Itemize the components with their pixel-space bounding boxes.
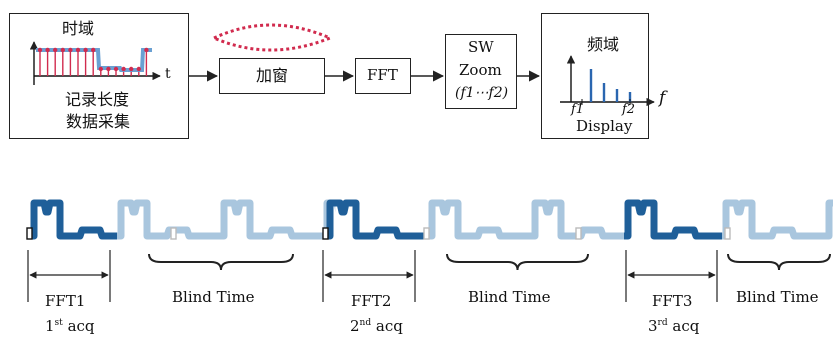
f1-label: f1 — [571, 102, 585, 117]
time-sample-dot — [45, 47, 50, 53]
fft-box — [355, 58, 411, 94]
time-sample-dot — [106, 66, 111, 72]
trigger-marker — [423, 227, 430, 240]
time-sample-dot — [113, 66, 119, 72]
waveform-trace — [326, 199, 426, 240]
acq-2-word: acq — [375, 317, 403, 335]
time-sample-dot — [68, 47, 73, 53]
time-sample-dot — [98, 66, 104, 72]
time-sample-dot — [83, 47, 88, 53]
time-sample-dot — [144, 47, 149, 53]
waveform-segment — [428, 199, 626, 240]
fft-box-label: FFT — [367, 66, 398, 84]
acq-3-number: 3 — [648, 317, 658, 335]
time-sample-dot — [136, 66, 141, 72]
acq-1-ordinal: st — [54, 318, 63, 328]
f2-label: f2 — [622, 102, 636, 117]
fft3-label: FFT3 — [652, 292, 693, 310]
time-sample-dot — [129, 66, 134, 72]
time-domain-caption-line1: 记录长度 — [65, 90, 130, 109]
window-box — [219, 58, 325, 94]
freq-axis-label: f — [659, 88, 666, 108]
waveform-trace — [117, 199, 336, 240]
freq-domain-box — [541, 13, 649, 139]
acq-1-word: acq — [67, 317, 95, 335]
trigger-marker — [26, 227, 33, 240]
waveform-trace — [30, 199, 120, 240]
waveform-trace — [428, 199, 626, 240]
time-sample-dot — [121, 66, 126, 72]
acq-label-1: 1st acq — [45, 319, 95, 334]
waveform-segment — [722, 199, 833, 240]
blind-time-brace — [148, 253, 294, 271]
waveform-segment — [624, 199, 724, 240]
waveform-segment — [117, 199, 336, 240]
blind-time-brace — [727, 253, 831, 271]
blind-time-label-1: Blind Time — [172, 288, 255, 306]
waveform-trace — [624, 199, 724, 240]
zoom-line1: SW — [468, 38, 494, 56]
blind-time-label-2: Blind Time — [468, 288, 551, 306]
acquisition-waveform — [26, 199, 833, 240]
time-domain-caption-line2: 数据采集 — [66, 112, 131, 131]
acq-label-3: 3rd acq — [648, 319, 699, 334]
fft2-label: FFT2 — [351, 292, 392, 310]
trigger-marker — [170, 227, 177, 240]
waveform-segment — [30, 199, 120, 240]
acq-3-word: acq — [672, 317, 700, 335]
zoom-line2: Zoom — [459, 61, 502, 79]
time-sample-dot — [53, 47, 58, 53]
time-signal-trace — [36, 48, 152, 72]
freq-domain-caption: Display — [576, 117, 633, 135]
time-axis-label: t — [165, 66, 171, 82]
trigger-marker — [724, 227, 731, 240]
waveform-trace — [722, 199, 833, 240]
time-sample-dot — [37, 47, 43, 53]
fft1-label: FFT1 — [45, 292, 86, 310]
window-function-curve — [210, 23, 334, 52]
freq-domain-plot — [560, 55, 655, 107]
time-sample-dot — [75, 47, 81, 53]
timeline-markers — [27, 250, 831, 302]
acq-2-number: 2 — [350, 317, 360, 335]
acq-1-number: 1 — [45, 317, 55, 335]
acq-2-ordinal: nd — [359, 318, 372, 328]
blind-time-label-3: Blind Time — [736, 288, 819, 306]
blind-time-brace — [446, 253, 589, 271]
freq-domain-title: 频域 — [587, 35, 620, 54]
time-sample-dot — [60, 47, 65, 53]
waveform-segment — [326, 199, 426, 240]
time-domain-title: 时域 — [62, 19, 95, 38]
time-sample-dot — [91, 47, 96, 53]
trigger-marker — [322, 227, 329, 240]
zoom-box — [445, 34, 517, 109]
zoom-line3: (f1⋯f2) — [455, 85, 509, 101]
trigger-marker — [575, 227, 582, 240]
time-domain-plot — [29, 41, 161, 85]
window-box-label: 加窗 — [256, 66, 289, 85]
acq-3-ordinal: rd — [657, 318, 668, 328]
acq-label-2: 2nd acq — [350, 319, 403, 334]
